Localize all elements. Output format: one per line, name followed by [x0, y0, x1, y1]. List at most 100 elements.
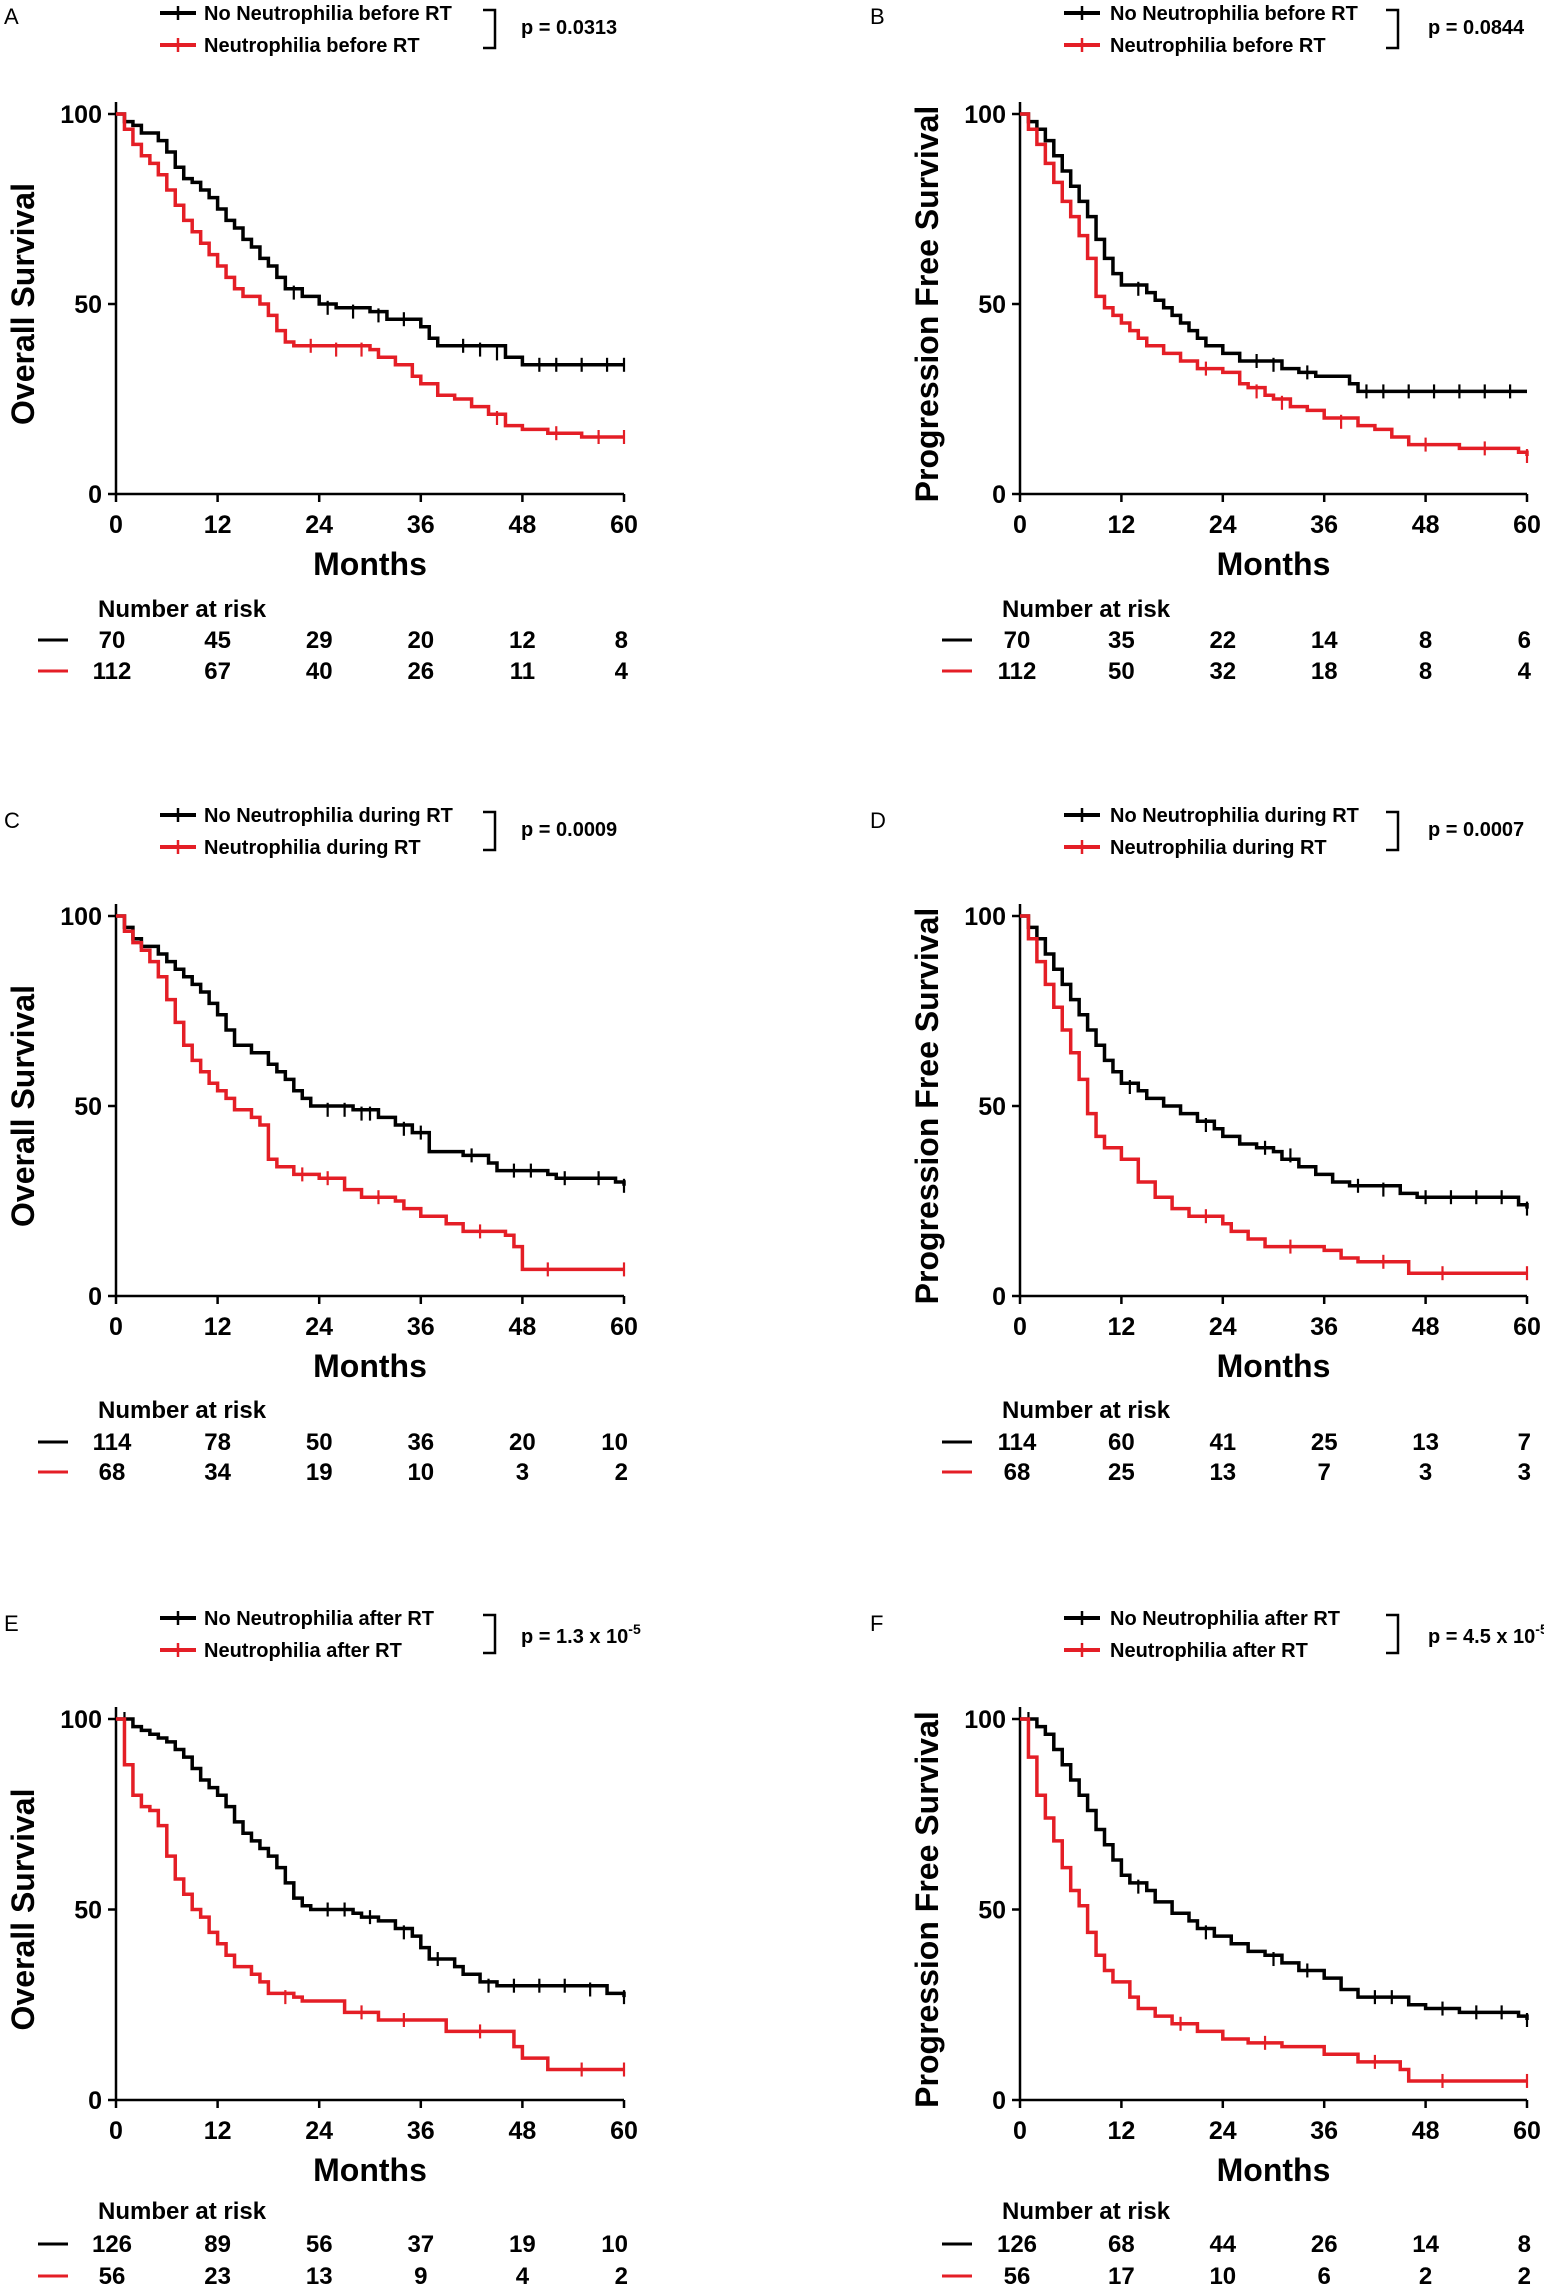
panel-letter: E [4, 1611, 19, 1636]
risk-count: 23 [204, 2263, 231, 2290]
risk-count: 89 [204, 2231, 231, 2258]
risk-count: 20 [509, 1429, 536, 1456]
y-tick-label: 50 [978, 1093, 1006, 1121]
risk-count: 4 [516, 2263, 530, 2290]
y-tick-label: 0 [992, 1283, 1006, 1311]
risk-count: 3 [1518, 1459, 1531, 1486]
p-value: p = 0.0844 [1428, 17, 1525, 39]
survival-curve-neutrophilia [1020, 914, 1527, 1275]
y-tick-label: 100 [964, 101, 1006, 129]
x-tick-label: 24 [1209, 511, 1237, 539]
y-tick-label: 0 [992, 481, 1006, 509]
x-tick-label: 12 [1107, 511, 1135, 539]
legend-label: No Neutrophilia before RT [1110, 3, 1358, 25]
km-panel-d: D 0 12 24 36 48 60 0 50 100 Months Progression Free… [870, 805, 1541, 1486]
risk-count: 56 [99, 2263, 126, 2290]
survival-curve-neutrophilia [116, 112, 624, 439]
legend-label: Neutrophilia before RT [204, 35, 420, 57]
p-value-bracket [483, 8, 497, 50]
y-tick-label: 100 [964, 1706, 1006, 1734]
risk-count: 4 [615, 658, 629, 685]
risk-count: 114 [93, 1429, 132, 1456]
p-value: p = 0.0313 [521, 17, 617, 39]
risk-count: 3 [1419, 1459, 1432, 1486]
risk-count: 37 [407, 2231, 434, 2258]
legend-label: Neutrophilia during RT [1110, 837, 1327, 859]
survival-curve-neutrophilia [1020, 112, 1529, 456]
risk-count: 68 [99, 1459, 126, 1486]
risk-count: 14 [1311, 627, 1338, 654]
x-axis-title: Months [1217, 2152, 1331, 2188]
number-at-risk-title: Number at risk [98, 1397, 267, 1424]
p-value: p = 4.5 x 10-5 [1428, 1621, 1544, 1648]
risk-count: 29 [306, 627, 333, 654]
p-value-bracket [1386, 1613, 1400, 1655]
survival-curve-no-neutrophilia [116, 914, 626, 1186]
risk-count: 26 [407, 658, 434, 685]
survival-curve-no-neutrophilia [1020, 914, 1529, 1209]
legend-label: No Neutrophilia before RT [204, 3, 452, 25]
x-tick-label: 24 [1209, 1313, 1237, 1341]
y-axis-title: Progression Free Survival [909, 908, 945, 1305]
km-panel-c: C 0 12 24 36 48 60 0 50 100 Months Overall Survival… [4, 805, 638, 1486]
y-tick-label: 0 [88, 1283, 102, 1311]
legend-label: No Neutrophilia after RT [204, 1608, 434, 1630]
risk-count: 50 [306, 1429, 333, 1456]
x-tick-label: 12 [204, 2117, 232, 2145]
x-tick-label: 0 [1013, 2117, 1027, 2145]
y-tick-label: 50 [74, 1897, 102, 1925]
x-tick-label: 36 [407, 511, 435, 539]
risk-count: 56 [306, 2231, 333, 2258]
y-tick-label: 0 [88, 481, 102, 509]
risk-count: 41 [1209, 1429, 1236, 1456]
x-tick-label: 48 [1412, 1313, 1440, 1341]
number-at-risk-title: Number at risk [1002, 1397, 1171, 1424]
legend-label: Neutrophilia after RT [204, 1640, 402, 1662]
risk-count: 11 [510, 658, 535, 685]
risk-count: 13 [1412, 1429, 1439, 1456]
risk-count: 2 [1419, 2263, 1432, 2290]
risk-count: 4 [1518, 658, 1532, 685]
risk-count: 50 [1108, 658, 1135, 685]
risk-count: 20 [407, 627, 434, 654]
risk-count: 7 [1518, 1429, 1531, 1456]
km-panel-f: F 0 12 24 36 48 60 0 50 100 Months Progression Free… [870, 1608, 1544, 2290]
number-at-risk-title: Number at risk [98, 2198, 267, 2225]
survival-curve-neutrophilia [116, 914, 624, 1272]
risk-count: 10 [601, 2231, 628, 2258]
survival-curve-no-neutrophilia [1020, 112, 1527, 394]
risk-count: 17 [1108, 2263, 1135, 2290]
y-tick-label: 100 [60, 101, 102, 129]
risk-count: 2 [615, 1459, 628, 1486]
risk-count: 112 [93, 658, 132, 685]
risk-count: 2 [1518, 2263, 1531, 2290]
y-tick-label: 100 [60, 903, 102, 931]
risk-count: 13 [306, 2263, 333, 2290]
y-axis-title: Overall Survival [5, 1789, 41, 2031]
risk-count: 10 [1209, 2263, 1236, 2290]
risk-count: 7 [1318, 1459, 1331, 1486]
survival-curve-neutrophilia [1020, 1717, 1527, 2083]
p-value: p = 0.0007 [1428, 819, 1524, 841]
x-axis-title: Months [313, 2152, 427, 2188]
x-axis-title: Months [1217, 1348, 1331, 1384]
x-tick-label: 36 [1310, 2117, 1338, 2145]
risk-count: 35 [1108, 627, 1135, 654]
risk-count: 13 [1209, 1459, 1236, 1486]
x-tick-label: 48 [1412, 511, 1440, 539]
y-tick-label: 100 [964, 903, 1006, 931]
x-tick-label: 12 [204, 1313, 232, 1341]
x-tick-label: 48 [1412, 2117, 1440, 2145]
survival-curve-no-neutrophilia [116, 112, 624, 367]
p-value: p = 0.0009 [521, 819, 617, 841]
p-value-bracket [1386, 810, 1400, 852]
risk-count: 8 [1518, 2231, 1531, 2258]
y-axis-title: Progression Free Survival [909, 1711, 945, 2108]
x-tick-label: 60 [1513, 2117, 1541, 2145]
risk-count: 2 [615, 2263, 628, 2290]
y-tick-label: 50 [74, 1093, 102, 1121]
legend-label: Neutrophilia before RT [1110, 35, 1326, 57]
x-tick-label: 12 [1107, 1313, 1135, 1341]
risk-count: 25 [1108, 1459, 1135, 1486]
